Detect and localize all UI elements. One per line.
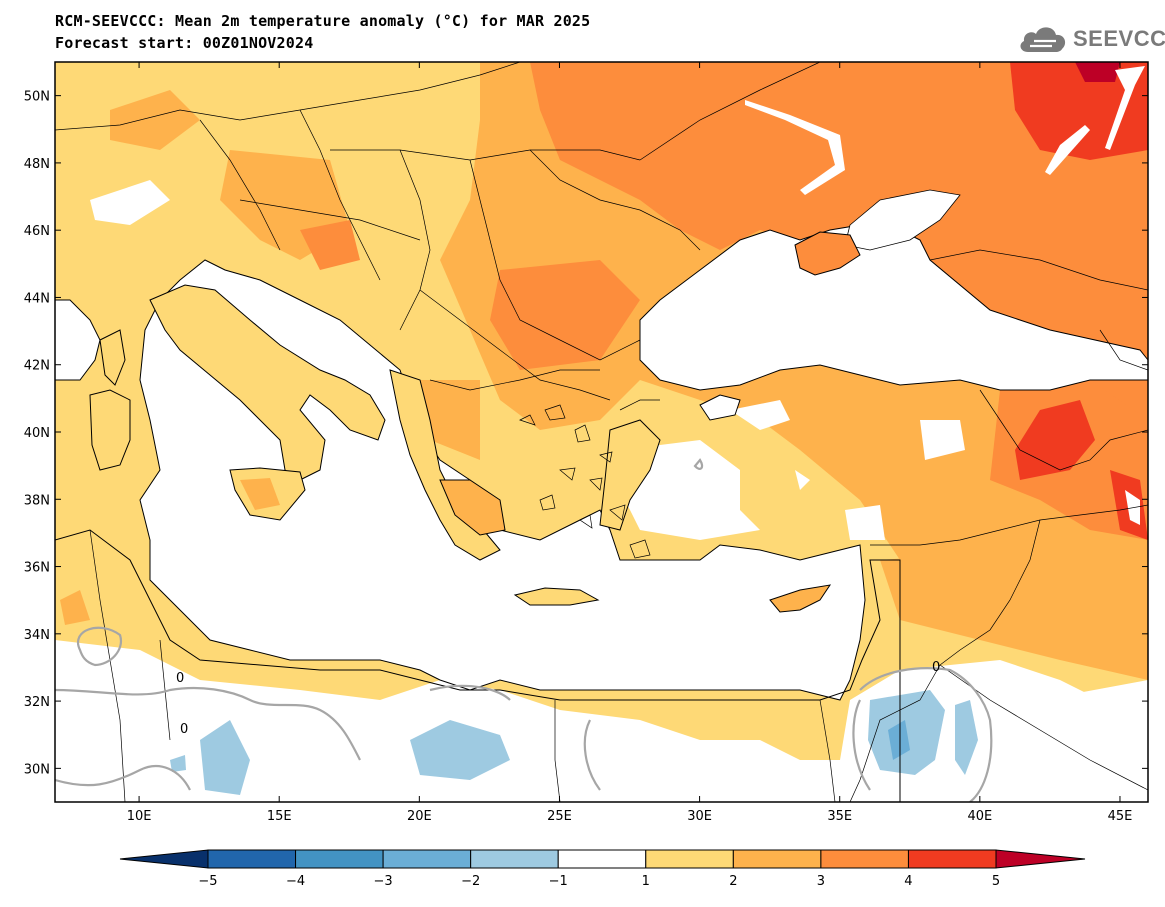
colorbar-tick-label: −4	[286, 874, 305, 889]
sea-of-marmara	[699, 394, 741, 421]
lon-tick-label: 40E	[967, 809, 992, 824]
lon-tick-label: 25E	[547, 809, 572, 824]
forecast-start-label: Forecast start: 00Z01NOV2024	[55, 34, 314, 52]
seevccc-logo: SEEVCCC	[1018, 22, 1165, 56]
colorbar-tick-label: 5	[992, 874, 1000, 889]
lon-tick-label: 20E	[407, 809, 432, 824]
lat-tick-label: 42N	[24, 359, 50, 374]
lat-tick-label: 46N	[24, 224, 50, 239]
colorbar-bin	[557, 849, 647, 869]
colorbar-tick-label: 4	[904, 874, 912, 889]
lat-tick-label: 32N	[24, 695, 50, 710]
colorbar-min-extension	[119, 849, 209, 869]
north-africa-coast	[55, 529, 901, 802]
lon-tick-label: 15E	[267, 809, 292, 824]
axis-ticks: 10E 15E 20E 25E 30E 35E 40E 45E 30N 32N 34N 36N 38N 4…	[24, 62, 1148, 824]
lon-tick-label: 30E	[687, 809, 712, 824]
anomaly-band-neg2-neg3	[888, 720, 910, 760]
western-sea	[55, 299, 101, 381]
lat-tick-label: 38N	[24, 493, 50, 508]
colorbar-max-extension	[995, 849, 1086, 869]
colorbar-tick-label: 2	[729, 874, 737, 889]
colorbar-bin	[907, 849, 997, 869]
contour-label-0: 0	[932, 660, 940, 675]
colorbar-tick-label: −5	[198, 874, 217, 889]
contour-label-0: 0	[180, 722, 188, 737]
colorbar-bin	[295, 849, 384, 869]
colorbar-bin	[820, 849, 909, 869]
colorbar-tick-label: −2	[461, 874, 480, 889]
lat-tick-label: 36N	[24, 561, 50, 576]
lon-tick-label: 45E	[1108, 809, 1133, 824]
colorbar-bin	[732, 849, 822, 869]
lat-tick-label: 44N	[24, 291, 50, 306]
contour-label-0: 0	[176, 671, 184, 686]
map-title: RCM-SEEVCCC: Mean 2m temperature anomaly…	[55, 12, 591, 30]
anomaly-streaks	[745, 66, 1145, 195]
lat-tick-label: 34N	[24, 628, 50, 643]
logo-text: SEEVCCC	[1073, 26, 1165, 51]
anomaly-band-gt5	[1075, 62, 1120, 82]
black-sea	[639, 224, 1148, 391]
colorbar-bin	[470, 849, 559, 869]
colorbar-tick-label: −1	[549, 874, 568, 889]
colorbar: −5 −4 −3 −2 −1 1 2 3 4 5	[119, 849, 1086, 889]
lat-tick-label: 50N	[24, 90, 50, 105]
country-borders	[55, 62, 1148, 802]
land-masses	[89, 231, 861, 613]
colorbar-bin	[382, 849, 472, 869]
lat-tick-label: 40N	[24, 426, 50, 441]
colorbar-tick-label: −3	[374, 874, 393, 889]
colorbar-tick-label: 1	[642, 874, 650, 889]
lat-tick-label: 30N	[24, 762, 50, 777]
lon-tick-label: 10E	[127, 809, 152, 824]
cloud-icon	[1020, 27, 1066, 52]
lon-tick-label: 35E	[827, 809, 852, 824]
zero-contours	[55, 458, 993, 802]
map-area: 0 0 0	[55, 62, 1148, 802]
colorbar-tick-label: 3	[817, 874, 825, 889]
colorbar-bin	[207, 849, 297, 869]
colorbar-bin	[645, 849, 734, 869]
lat-tick-label: 48N	[24, 157, 50, 172]
aegean-islands	[519, 404, 651, 559]
